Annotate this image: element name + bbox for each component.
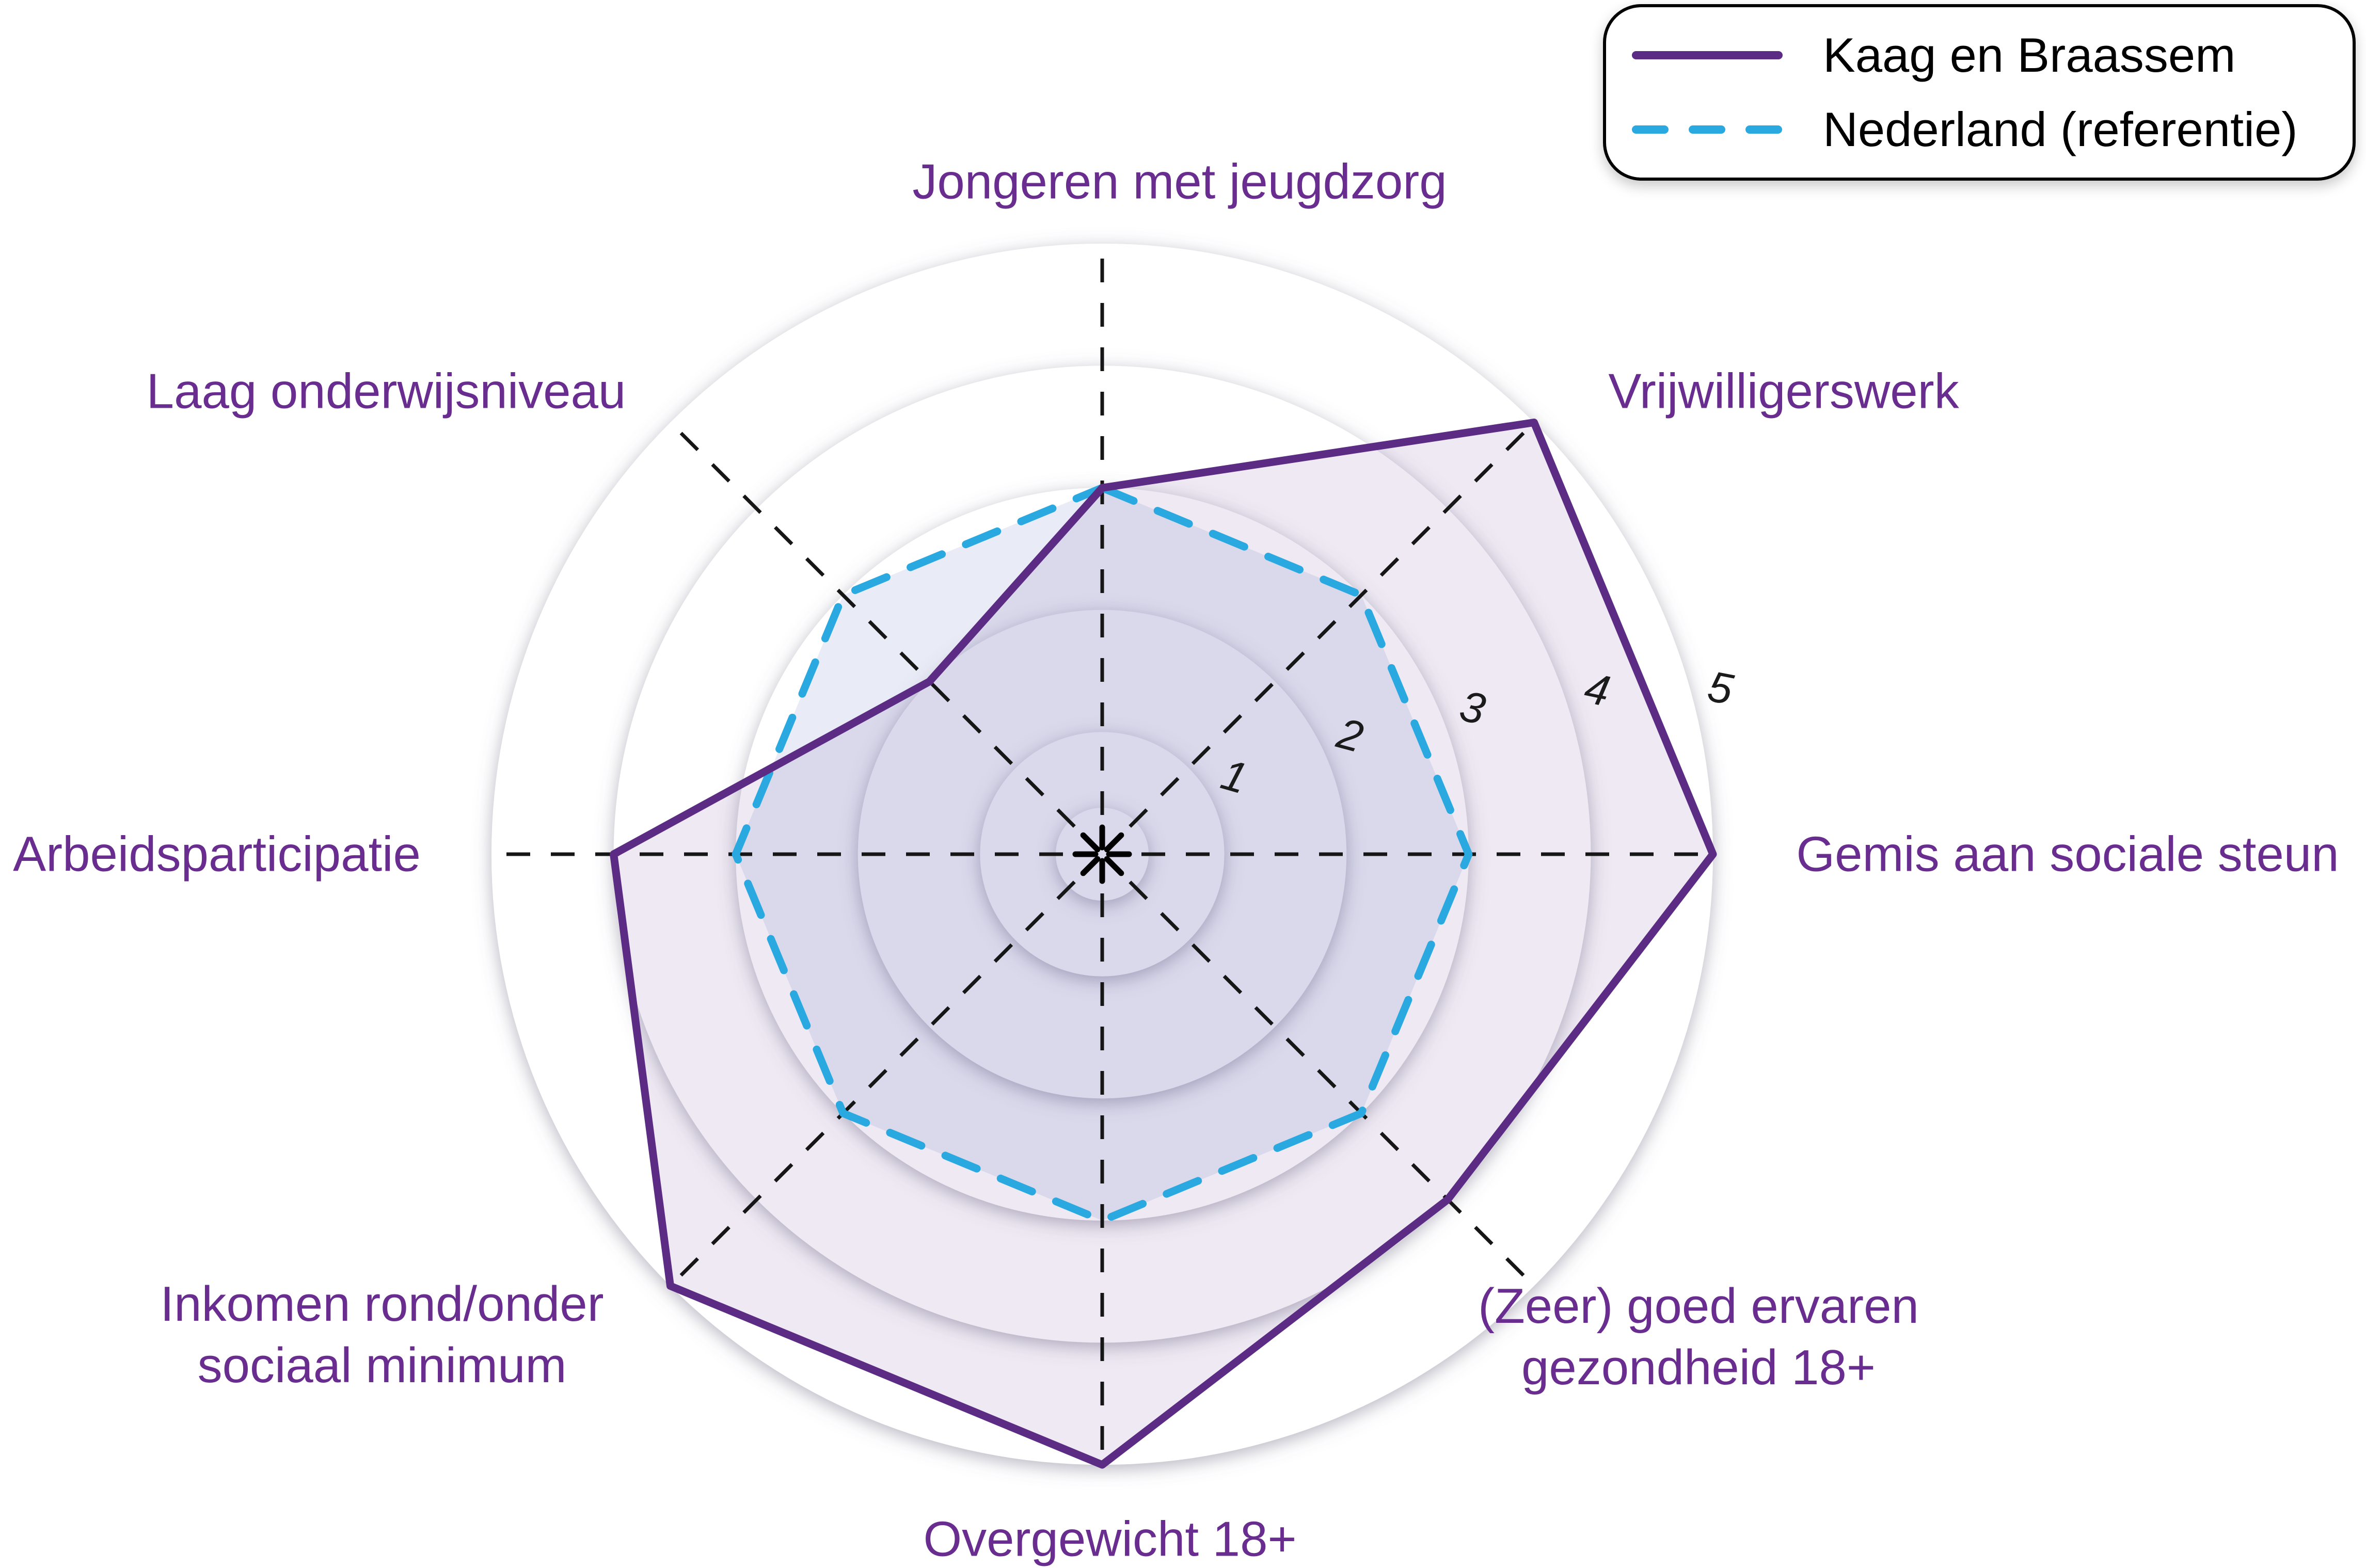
axis-spoke-7 — [669, 421, 1076, 828]
series-line-kaag-en-braassem — [610, 419, 1717, 1469]
center-mark-icon — [1080, 832, 1101, 853]
grid-ring-center — [1056, 808, 1149, 901]
center-mark-icon — [1104, 856, 1124, 876]
axis-label-vrijwilligerswerk: Vrijwilligerswerk — [1608, 363, 1959, 419]
axis-label-arbeidsparticipatie: Arbeidsparticipatie — [13, 826, 421, 882]
legend-item-kaag-en-braassem: Kaag en Braassem — [1632, 27, 2353, 83]
legend-item-nederland-referentie: Nederland (referentie) — [1632, 102, 2353, 157]
center-mark-icon — [1104, 832, 1124, 853]
series-line-nederland-referentie- — [732, 484, 1473, 1225]
legend: Kaag en Braassem Nederland (referentie) — [1603, 4, 2356, 181]
series-area-1 — [736, 488, 1469, 1221]
axis-label-gemis-aan-sociale-steun: Gemis aan sociale steun — [1796, 826, 2339, 882]
axis-spoke-1 — [1129, 421, 1535, 828]
axis-label-inkomen-sociaal-minimum: Inkomen rond/onder sociaal minimum — [160, 1276, 604, 1393]
legend-swatch-solid-line-icon — [1632, 51, 1783, 59]
axis-label-laag-onderwijsniveau: Laag onderwijsniveau — [146, 363, 626, 419]
center-mark-icon — [1080, 856, 1101, 876]
ring-label-5: 5 — [1704, 662, 1737, 714]
legend-swatch-dashed-line-icon — [1632, 125, 1783, 134]
axis-spoke-5 — [669, 881, 1076, 1287]
axis-label-jongeren-met-jeugdzorg: Jongeren met jeugdzorg — [912, 154, 1447, 210]
axis-spoke-3 — [1129, 881, 1535, 1287]
axis-label-overgewicht: Overgewicht 18+ — [923, 1511, 1297, 1567]
axis-label-zeer-goed-ervaren-gezondheid: (Zeer) goed ervaren gezondheid 18+ — [1478, 1278, 1919, 1395]
legend-label-kaag-en-braassem: Kaag en Braassem — [1823, 28, 2236, 82]
legend-label-nederland-referentie: Nederland (referentie) — [1823, 102, 2298, 156]
